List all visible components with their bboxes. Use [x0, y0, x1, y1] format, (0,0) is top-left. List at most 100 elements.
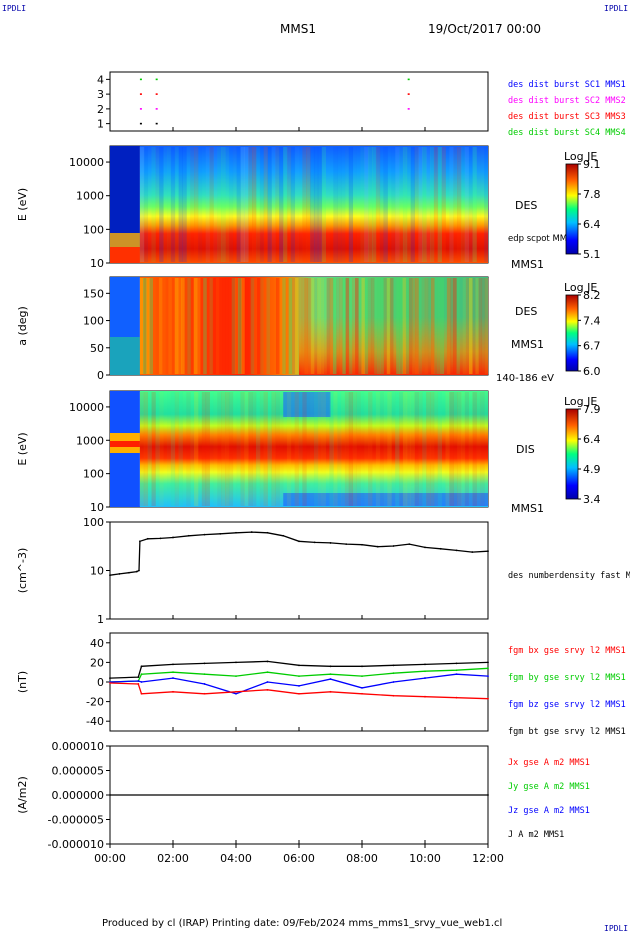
spectrogram-stripe-des_pitch-95 — [440, 278, 445, 374]
spectrogram-stripe-des_pitch-70 — [361, 278, 365, 374]
y-tick-label-burst-2: 3 — [97, 88, 104, 101]
spectrogram-stripe-des_pitch-97 — [446, 278, 451, 374]
spectrogram-stripe-des_pitch-21 — [206, 278, 210, 374]
spectrogram-stripe-dis_energy-5 — [159, 392, 164, 506]
x-tick-label-2: 04:00 — [220, 852, 252, 865]
spectrogram-stripe-dis_energy-66 — [395, 392, 400, 506]
spectrogram-stripe-des_energy-64 — [387, 147, 391, 262]
spectrogram-stripe-dis_energy-49 — [329, 392, 334, 506]
spectrogram-stripe-des_energy-47 — [321, 147, 326, 262]
spectrogram-stripe-des_energy-78 — [441, 147, 446, 262]
y-tick-label-dis_energy-1: 100 — [83, 468, 104, 481]
y-tick-label-burst-1: 2 — [97, 103, 104, 116]
y-tick-label-dis_energy-3: 10000 — [69, 401, 104, 414]
right-label-des_pitch-2: 140-186 eV — [496, 373, 554, 384]
data-point-bfield-1-6 — [266, 671, 269, 674]
data-point-bfield-1-3 — [172, 671, 174, 674]
spectrogram-stripe-des_pitch-46 — [285, 278, 290, 374]
spectrogram-stripe-dis_energy-15 — [198, 392, 202, 506]
spectrogram-stripe-des_pitch-39 — [263, 278, 267, 374]
data-point-bfield-3-11 — [424, 695, 426, 698]
spectrogram-stripe-des_energy-19 — [213, 147, 218, 262]
colorbar-label-des_energy-1: 7.8 — [583, 188, 601, 201]
spectrogram-stripe-des_energy-8 — [170, 147, 176, 262]
data-point-bfield-0-2 — [140, 665, 143, 668]
spectrogram-stripe-des_energy-15 — [198, 147, 202, 262]
spectrogram-stripe-des_pitch-45 — [282, 278, 286, 374]
spectrogram-stripe-dis_energy-13 — [190, 392, 195, 506]
burst-mark-2-4 — [407, 78, 410, 81]
data-point-bfield-1-7 — [298, 675, 300, 678]
data-point-bfield-1-9 — [361, 675, 363, 678]
spectrogram-stripe-des_energy-6 — [163, 147, 168, 262]
legend-burst-0: des dist burst SC1 MMS1 — [508, 80, 626, 90]
y-axis-label-density: (cm^-3) — [16, 548, 29, 594]
spectrogram-stripe-dis_energy-88 — [480, 392, 485, 506]
spectrogram-stripe-des_pitch-50 — [298, 278, 302, 374]
data-point-bfield-3-6 — [266, 688, 269, 691]
data-point-bfield-1-10 — [392, 672, 395, 675]
burst-mark-1-2 — [155, 108, 158, 110]
data-point-bfield-3-0 — [109, 682, 111, 684]
spectrogram-stripe-dis_energy-43 — [306, 392, 310, 506]
spectrogram-stripe-des_pitch-16 — [190, 278, 195, 374]
spectrogram-stripe-des_energy-33 — [267, 147, 272, 262]
y-tick-label-des_energy-1: 100 — [83, 223, 104, 236]
spectrogram-stripe-des_energy-32 — [263, 147, 268, 262]
spectrogram-stripe-des_energy-62 — [379, 147, 384, 262]
spectrogram-stripe-des_pitch-93 — [434, 278, 438, 374]
spectrogram-stripe-des_pitch-83 — [402, 278, 407, 374]
spectrogram-stripe-des_energy-66 — [395, 147, 400, 262]
spectrogram-stripe-des_energy-34 — [271, 147, 276, 262]
series-line-bfield-0 — [109, 660, 489, 679]
x-tick-label-6: 12:00 — [472, 852, 504, 865]
spectrogram-stripe-des_energy-46 — [317, 147, 323, 262]
spectrogram-stripe-dis_energy-42 — [302, 392, 307, 506]
spectrogram-stripe-dis_energy-86 — [472, 392, 477, 506]
spectrogram-stripe-des_pitch-108 — [481, 278, 486, 374]
spectrogram-stripe-des_pitch-12 — [177, 278, 182, 374]
spectrogram-stripe-des_pitch-106 — [475, 278, 479, 374]
data-point-bfield-2-4 — [203, 683, 206, 685]
y-tick-label-bfield-2: 0 — [97, 676, 104, 689]
burst-mark-0-2 — [139, 108, 142, 110]
spectrogram-stripe-dis_energy-82 — [457, 392, 462, 506]
spectrogram-stripe-dis_energy-74 — [426, 392, 431, 506]
spectrogram-stripe-des_pitch-98 — [450, 278, 454, 374]
legend-density-0: des numberdensity fast M — [508, 571, 630, 581]
spectrogram-stripe-des_pitch-47 — [288, 278, 293, 374]
spectrogram-stripe-des_energy-69 — [406, 147, 412, 262]
spectrogram-stripe-dis_energy-79 — [445, 392, 450, 506]
data-point-bfield-1-8 — [329, 673, 332, 676]
spectrogram-stripe-dis_energy-19 — [213, 392, 217, 506]
y-tick-label-bfield-1: -20 — [86, 696, 104, 709]
data-point-density-0-27 — [471, 551, 474, 553]
colorbar-des_energy — [565, 163, 579, 255]
spectrogram-stripe-dis_energy-9 — [174, 392, 179, 506]
data-point-density-0-19 — [345, 543, 348, 546]
spectrogram-stripe-dis_energy-53 — [344, 392, 350, 506]
spectrogram-stripe-des_pitch-100 — [456, 278, 460, 374]
data-point-density-0-2 — [127, 571, 130, 574]
series-line-bfield-1 — [109, 667, 489, 683]
spectrogram-stripe-des_pitch-55 — [313, 278, 318, 374]
spectrogram-stripe-des_pitch-32 — [241, 278, 245, 374]
spectrogram-stripe-des_pitch-91 — [427, 278, 432, 374]
data-point-bfield-3-3 — [172, 690, 174, 693]
spectrogram-stripe-des_pitch-41 — [269, 278, 274, 374]
spectrogram-stripe-des_energy-26 — [240, 147, 245, 262]
spectrogram-stripe-des_energy-12 — [186, 147, 191, 262]
y-tick-label-des_pitch-0: 0 — [97, 369, 104, 382]
data-point-density-0-14 — [266, 531, 269, 534]
corner-tag-bottom-right: IPDLI — [604, 924, 629, 933]
spectrogram-stripe-des_energy-37 — [283, 147, 288, 262]
burst-mark-2-3 — [407, 93, 410, 95]
spectrogram-stripe-des_energy-72 — [418, 147, 423, 262]
data-point-density-0-9 — [187, 534, 190, 537]
y-tick-label-current-4: 0.000010 — [52, 740, 105, 753]
spectrogram-stripe-des_pitch-3 — [149, 278, 153, 374]
data-point-density-0-7 — [159, 537, 162, 540]
data-point-bfield-0-3 — [172, 663, 174, 666]
data-point-density-0-28 — [487, 550, 489, 553]
spectrogram-stripe-dis_energy-34 — [271, 392, 276, 506]
